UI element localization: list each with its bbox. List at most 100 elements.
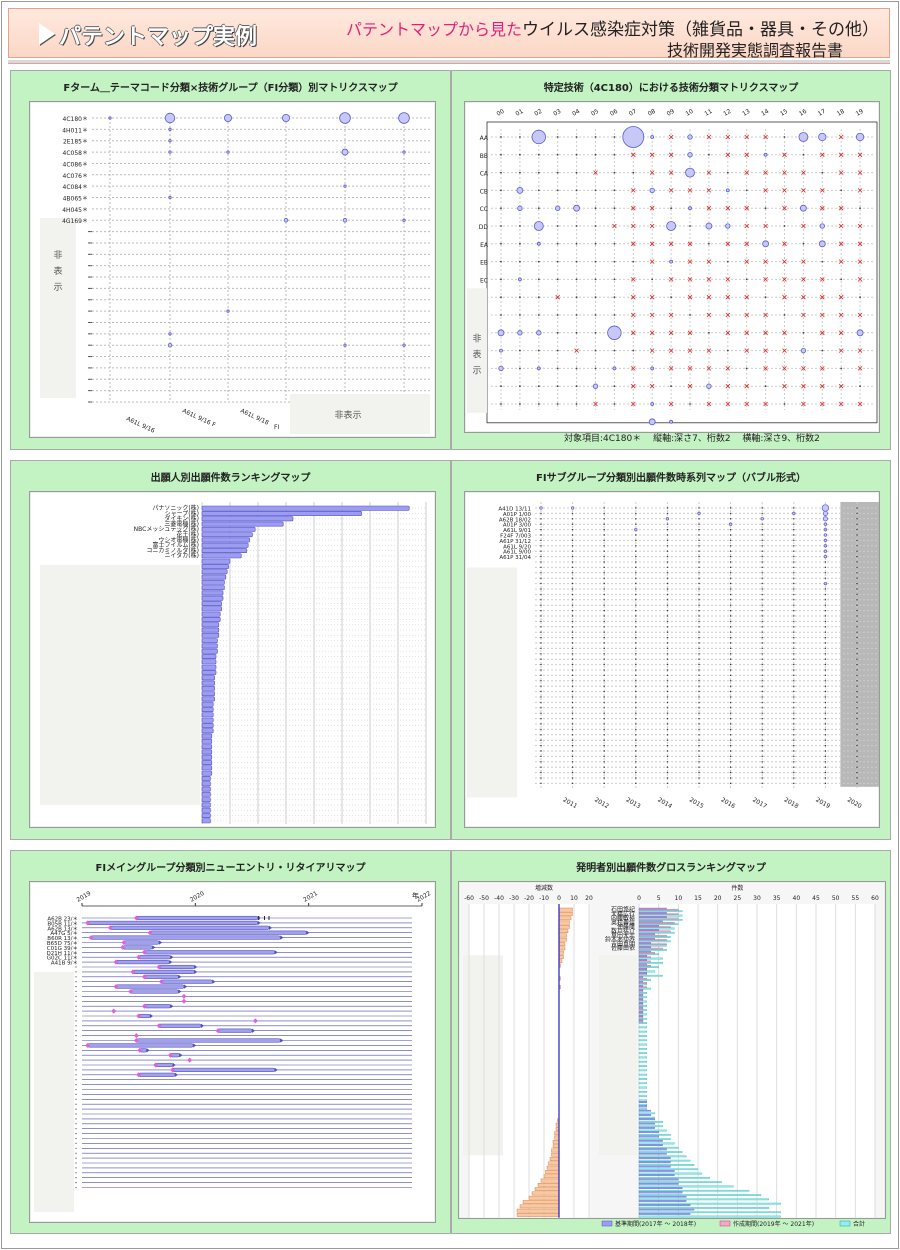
- base-bar: [638, 1178, 679, 1181]
- dot: [594, 207, 597, 210]
- bar: [201, 606, 222, 612]
- dot: [603, 518, 605, 520]
- arrow-head: [178, 974, 182, 979]
- cross-mark: [857, 170, 863, 175]
- dot: [537, 385, 540, 388]
- dot: [856, 734, 858, 736]
- dot: [666, 647, 669, 650]
- dot: [793, 755, 795, 758]
- dot: [793, 674, 795, 677]
- left-tick-label: 10: [570, 895, 578, 902]
- entry-diamond: [252, 1018, 258, 1024]
- dot: [666, 755, 669, 758]
- dot: [540, 550, 542, 552]
- report-subtitle-line2: 技術開発実態調査報告書: [666, 41, 843, 60]
- row-marker: [75, 1030, 77, 1032]
- row-marker: [75, 1025, 77, 1027]
- bubble: [799, 204, 807, 212]
- growth-bar: [554, 1135, 560, 1140]
- bar: [201, 701, 214, 707]
- base-bar: [638, 1170, 675, 1172]
- row-marker: [75, 976, 77, 978]
- dot: [729, 604, 732, 606]
- dot: [603, 550, 605, 552]
- total-bar: [638, 1095, 648, 1097]
- total-bar: [638, 1134, 671, 1136]
- cross-mark: [744, 294, 749, 300]
- cross-mark: [763, 330, 768, 336]
- dot: [856, 761, 858, 763]
- dot: [698, 771, 700, 774]
- cross-mark: [668, 241, 674, 247]
- arrow-head: [274, 1067, 278, 1073]
- dot: [698, 690, 700, 693]
- bubble: [499, 348, 503, 353]
- dot: [793, 734, 795, 736]
- row-marker: [75, 1133, 77, 1135]
- arrow-head: [269, 925, 272, 930]
- legend-label: 作成期間(2019年 ～ 2021年): [733, 1220, 814, 1228]
- x-tick-label: 2021: [878, 796, 879, 810]
- made-bar: [638, 926, 671, 928]
- dot: [666, 782, 669, 785]
- base-bar: [638, 1006, 644, 1009]
- cross-mark: [782, 277, 787, 282]
- dot: [708, 153, 710, 156]
- dot: [698, 685, 700, 687]
- dot: [575, 385, 578, 388]
- dot: [603, 631, 605, 633]
- dot: [821, 349, 824, 352]
- dot: [761, 744, 763, 747]
- dot: [840, 189, 843, 192]
- made-bar: [638, 930, 671, 933]
- bubble: [728, 522, 733, 526]
- row-label: EA: [480, 242, 489, 249]
- dot: [594, 314, 597, 316]
- dot: [856, 523, 858, 525]
- dot: [729, 739, 732, 741]
- dot: [603, 599, 605, 601]
- x-tick-label: 2020: [846, 796, 863, 810]
- dot: [556, 242, 559, 245]
- bubble: [823, 522, 828, 526]
- hidden-row-label: 示: [472, 367, 481, 377]
- dot: [540, 609, 542, 612]
- dot: [594, 225, 597, 227]
- dot: [761, 728, 763, 731]
- dot: [603, 782, 605, 785]
- dot: [540, 701, 542, 704]
- dot: [500, 242, 502, 245]
- dot: [761, 604, 763, 606]
- arrow-head: [152, 945, 156, 950]
- bar: [201, 632, 220, 638]
- bubble: [226, 309, 230, 313]
- dot: [540, 539, 542, 542]
- cross-mark: [838, 401, 844, 407]
- growth-bar: [537, 1183, 560, 1187]
- left-tick-label: -40: [494, 895, 504, 902]
- bubble: [622, 126, 645, 148]
- growth-bar: [558, 937, 567, 942]
- bubble: [792, 511, 796, 516]
- row-label: 2E185＊: [63, 139, 88, 146]
- bubble: [687, 152, 693, 158]
- dot: [571, 755, 574, 758]
- dot: [745, 278, 748, 281]
- row-marker: [75, 1010, 77, 1012]
- dot: [603, 555, 605, 558]
- dot: [603, 604, 605, 606]
- growth-bar: [549, 1157, 560, 1161]
- dot: [519, 136, 521, 138]
- entry-diamond: [85, 920, 91, 926]
- col-label: 01: [514, 108, 524, 118]
- chart-title-timeseries: FIサブグループ分類別出願件数時系列マップ（バブル形式）: [536, 473, 806, 484]
- row-label: 4C076＊: [63, 173, 88, 180]
- dot: [824, 717, 827, 720]
- dot: [540, 680, 542, 682]
- dot: [793, 728, 795, 731]
- bubble: [697, 511, 701, 516]
- entry-bar: [158, 1023, 202, 1028]
- entry-bar: [87, 1043, 194, 1048]
- row-label: C01G 39/＊: [47, 945, 78, 952]
- arrow-head: [306, 930, 310, 935]
